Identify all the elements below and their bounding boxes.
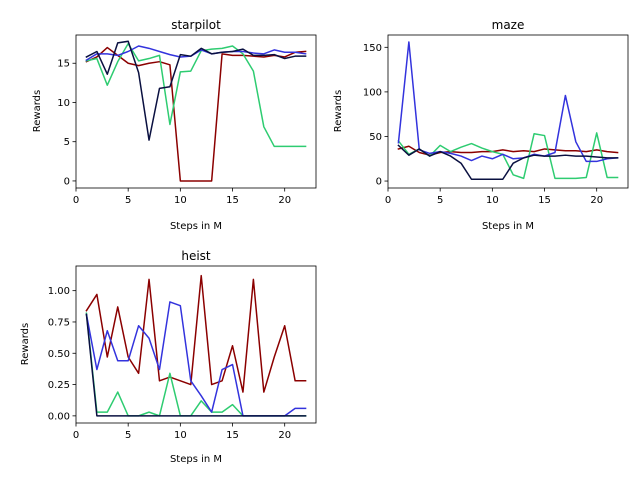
panel-starpilot: starpilot Steps in M Rewards 0 5 10 15 20 0 5 1…	[32, 18, 317, 232]
y-axis-label: Rewards	[32, 90, 43, 132]
y-tick-label: 0	[64, 176, 70, 187]
x-tick-label: 10	[486, 195, 499, 206]
x-tick-label: 15	[226, 195, 239, 206]
series-line-1	[85, 274, 307, 393]
x-tick-label: 5	[125, 195, 131, 206]
y-tick-label: 100	[363, 87, 382, 98]
y-tick-label: 0	[376, 177, 382, 188]
series-line-4	[85, 40, 307, 141]
y-tick-label: 0.75	[48, 317, 70, 328]
x-tick-label: 20	[278, 430, 291, 441]
y-tick-label: 0.25	[48, 380, 70, 391]
x-tick-label: 10	[174, 195, 187, 206]
x-tick-label: 0	[385, 195, 391, 206]
x-tick-label: 5	[437, 195, 443, 206]
x-tick-label: 15	[226, 430, 239, 441]
y-axis-label: Rewards	[20, 323, 31, 365]
y-tick-label: 5	[64, 137, 70, 148]
panel-heist: heist Steps in M Rewards 0 5 10 15 20 0.00 0.2…	[20, 249, 317, 465]
panel-title: starpilot	[171, 18, 221, 32]
series-line-3	[397, 41, 619, 163]
y-tick-label: 0.50	[48, 349, 70, 360]
x-axis-label: Steps in M	[170, 454, 222, 465]
series-line-4	[397, 144, 619, 181]
axes-frame	[75, 34, 317, 189]
x-tick-label: 0	[73, 430, 79, 441]
series-line-1	[85, 46, 307, 182]
y-tick-label: 0.00	[48, 411, 70, 422]
panel-maze: maze Steps in M Rewards 0 5 10 15 20 0 50 100 15…	[333, 18, 629, 232]
x-tick-label: 10	[174, 430, 187, 441]
y-tick-label: 150	[363, 43, 382, 54]
y-tick-label: 1.00	[48, 286, 70, 297]
x-tick-label: 15	[538, 195, 551, 206]
y-tick-label: 10	[57, 98, 70, 109]
series-line-4	[85, 313, 307, 417]
y-axis-label: Rewards	[333, 90, 344, 132]
panel-title: heist	[181, 249, 211, 263]
y-tick-label: 15	[57, 59, 70, 70]
x-tick-label: 20	[278, 195, 291, 206]
axes-frame	[75, 265, 317, 424]
axes-frame	[387, 34, 629, 189]
x-axis-label: Steps in M	[170, 221, 222, 232]
series-line-2	[397, 132, 619, 180]
x-tick-label: 0	[73, 195, 79, 206]
x-axis-label: Steps in M	[482, 221, 534, 232]
panel-title: maze	[492, 18, 525, 32]
x-tick-label: 20	[590, 195, 603, 206]
y-tick-label: 50	[369, 132, 382, 143]
x-tick-label: 5	[125, 430, 131, 441]
